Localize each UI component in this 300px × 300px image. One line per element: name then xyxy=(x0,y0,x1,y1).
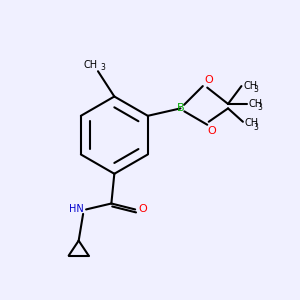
Text: CH: CH xyxy=(83,60,98,70)
Text: O: O xyxy=(138,204,147,214)
Text: CH: CH xyxy=(249,99,263,109)
Text: 3: 3 xyxy=(253,85,258,94)
Text: B: B xyxy=(177,103,184,113)
Text: O: O xyxy=(204,75,213,85)
Text: 3: 3 xyxy=(258,103,262,112)
Text: 3: 3 xyxy=(100,63,105,72)
Text: CH: CH xyxy=(244,80,258,91)
Text: O: O xyxy=(207,126,216,136)
Text: 3: 3 xyxy=(253,123,258,132)
Text: HN: HN xyxy=(69,204,84,214)
Text: CH: CH xyxy=(244,118,259,128)
